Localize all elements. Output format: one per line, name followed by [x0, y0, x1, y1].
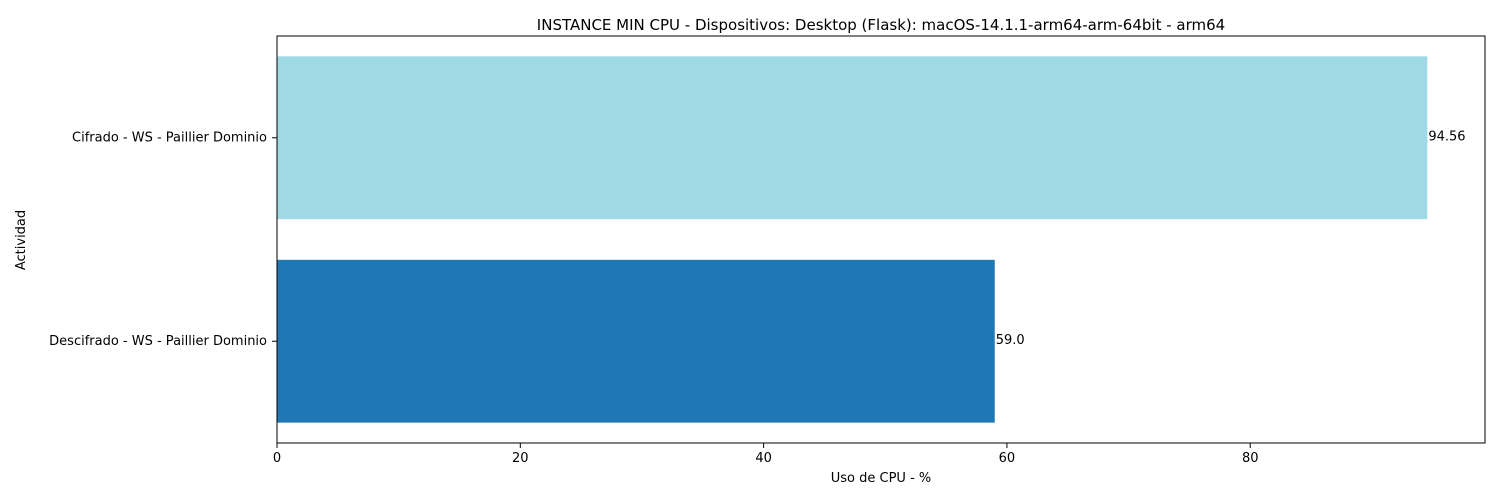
- y-tick-label: Cifrado - WS - Paillier Dominio: [72, 130, 267, 145]
- x-tick-label: 80: [1242, 451, 1259, 466]
- bar: [277, 56, 1428, 220]
- bar: [277, 259, 995, 423]
- bars-layer: 94.56 59.0: [277, 56, 1466, 423]
- plot-frame: [276, 35, 1486, 444]
- y-tick-label: Descifrado - WS - Paillier Dominio: [49, 334, 267, 349]
- x-axis-label: Uso de CPU - %: [831, 471, 932, 486]
- y-axis-label: Actividad: [14, 210, 29, 270]
- chart-title: INSTANCE MIN CPU - Dispositivos: Desktop…: [537, 16, 1225, 34]
- x-tick-label: 20: [512, 451, 529, 466]
- bar-value-label: 94.56: [1428, 129, 1465, 144]
- x-tick-label: 0: [273, 451, 281, 466]
- x-tick-label: 60: [999, 451, 1016, 466]
- x-tick-label: 40: [755, 451, 772, 466]
- ticks-layer: Cifrado - WS - Paillier Dominio Descifrad…: [49, 130, 1258, 466]
- bar-value-label: 59.0: [996, 333, 1025, 348]
